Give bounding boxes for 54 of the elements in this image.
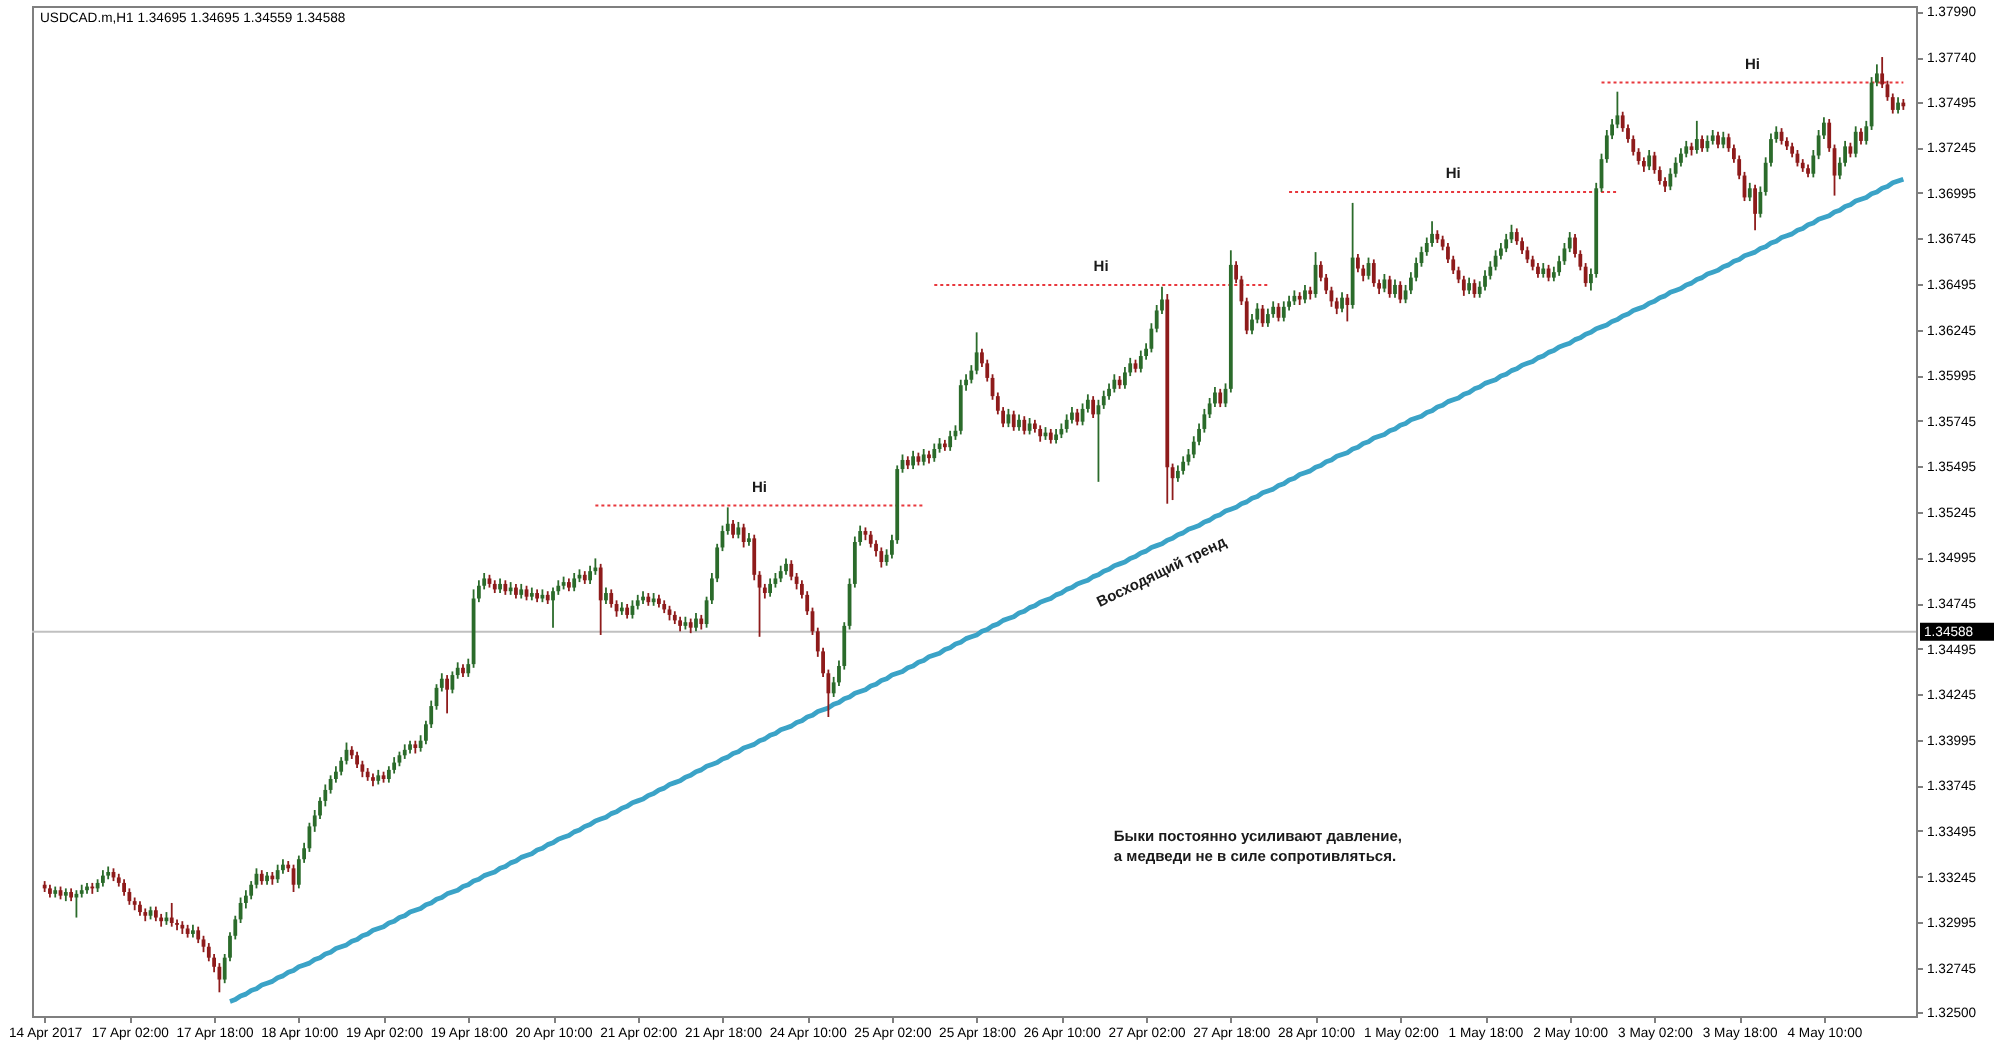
candlestick [879,546,884,569]
candlestick [1504,232,1509,254]
candlestick [1647,149,1652,171]
candlestick [948,429,953,452]
candlestick [1138,349,1143,374]
candlestick [598,562,603,636]
candlestick [1218,387,1223,408]
candlestick [217,962,222,994]
candlestick [911,449,915,470]
candlestick [1340,291,1344,314]
candlestick [932,442,937,463]
candlestick [731,519,735,540]
candlestick [1753,183,1757,232]
candlestick [789,559,794,582]
candlestick [741,522,746,549]
candlestick [1382,273,1387,294]
candlestick [1022,415,1027,436]
candlestick [1398,280,1403,305]
candlestick [1493,249,1498,272]
candlestick [169,902,174,928]
candlestick [768,577,773,598]
candlestick [1091,395,1096,419]
candlestick [445,674,449,715]
line-series [227,176,1906,1004]
candlestick [1064,413,1069,434]
candlestick [1350,202,1355,310]
candlestick [1747,181,1752,202]
candlestick [1853,125,1858,159]
candlestick [551,586,555,629]
candlestick [1483,269,1487,292]
candlestick [1371,258,1376,288]
candlestick [1123,366,1127,390]
candlestick [1461,274,1466,297]
candlestick [974,331,979,376]
candlestick [958,378,963,436]
candlestick [1112,373,1117,394]
candlestick [572,572,577,593]
candlestick [1303,284,1307,305]
candlestick [450,670,455,695]
candlestick [1266,307,1270,328]
candlestick [1430,220,1434,248]
candlestick [1356,253,1360,274]
candlestick [1011,409,1016,432]
candlestick [694,612,698,633]
candlestick [588,564,592,585]
candlestick [275,863,280,884]
candlestick [1694,119,1699,155]
candlestick [1345,293,1350,323]
candlestick [609,588,614,609]
candlestick [1387,274,1392,299]
candlestick [1181,455,1186,476]
candlestick [1281,300,1286,323]
candlestick [1393,278,1397,299]
candlestick [1260,304,1265,328]
